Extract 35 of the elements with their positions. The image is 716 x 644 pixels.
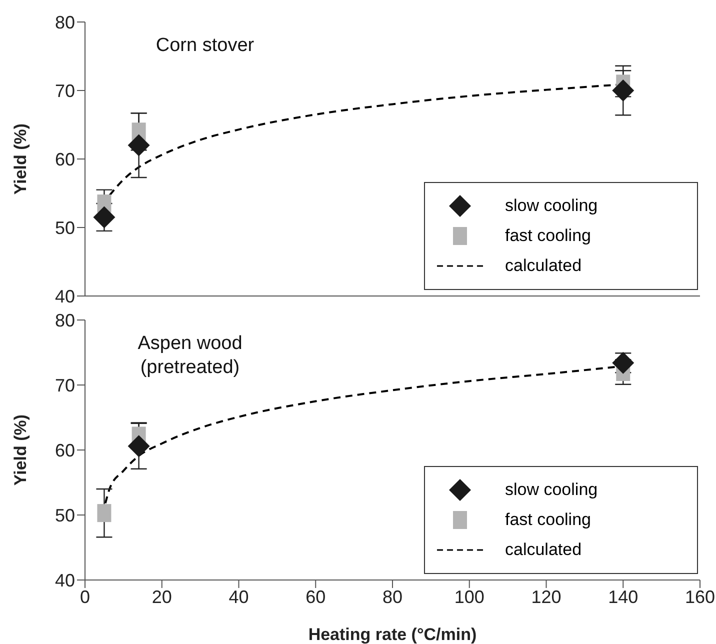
y-tick-label: 50 xyxy=(54,505,75,526)
annotation: Aspen wood (pretreated) xyxy=(136,332,244,380)
legend-label: slow cooling xyxy=(505,196,598,216)
legend-label: calculated xyxy=(505,540,582,560)
y-tick-label: 80 xyxy=(54,12,75,32)
annotation: Corn stover xyxy=(154,34,256,58)
y-tick-label: 70 xyxy=(54,375,75,396)
x-tick-label: 140 xyxy=(608,586,638,607)
y-axis-title: Yield (%) xyxy=(11,414,30,486)
y-tick-label: 40 xyxy=(54,286,75,306)
x-axis-title: Heating rate (°C/min) xyxy=(308,625,477,644)
legend-label: fast cooling xyxy=(505,226,591,246)
legend-label: slow cooling xyxy=(505,480,598,500)
y-tick-label: 80 xyxy=(54,310,75,330)
legend-label: calculated xyxy=(505,256,582,276)
point xyxy=(128,435,150,458)
x-tick-label: 80 xyxy=(382,586,403,607)
y-tick-label: 60 xyxy=(54,440,75,460)
point xyxy=(128,134,150,156)
x-tick-label: 40 xyxy=(228,586,249,607)
x-tick-label: 100 xyxy=(454,586,484,607)
x-tick-label: 20 xyxy=(152,586,172,607)
y-tick-label: 60 xyxy=(54,149,75,170)
point xyxy=(93,206,116,228)
x-tick-label: 0 xyxy=(80,586,90,607)
y-tick-label: 70 xyxy=(54,80,75,101)
point xyxy=(97,504,112,522)
point xyxy=(612,80,634,102)
y-tick-label: 50 xyxy=(54,218,75,238)
y-tick-label: 40 xyxy=(54,570,75,590)
x-tick-label: 160 xyxy=(684,586,716,607)
y-axis-title: Yield (%) xyxy=(11,123,30,195)
x-tick-label: 120 xyxy=(531,586,562,607)
legend-label: fast cooling xyxy=(505,510,591,530)
x-tick-label: 60 xyxy=(306,586,326,607)
